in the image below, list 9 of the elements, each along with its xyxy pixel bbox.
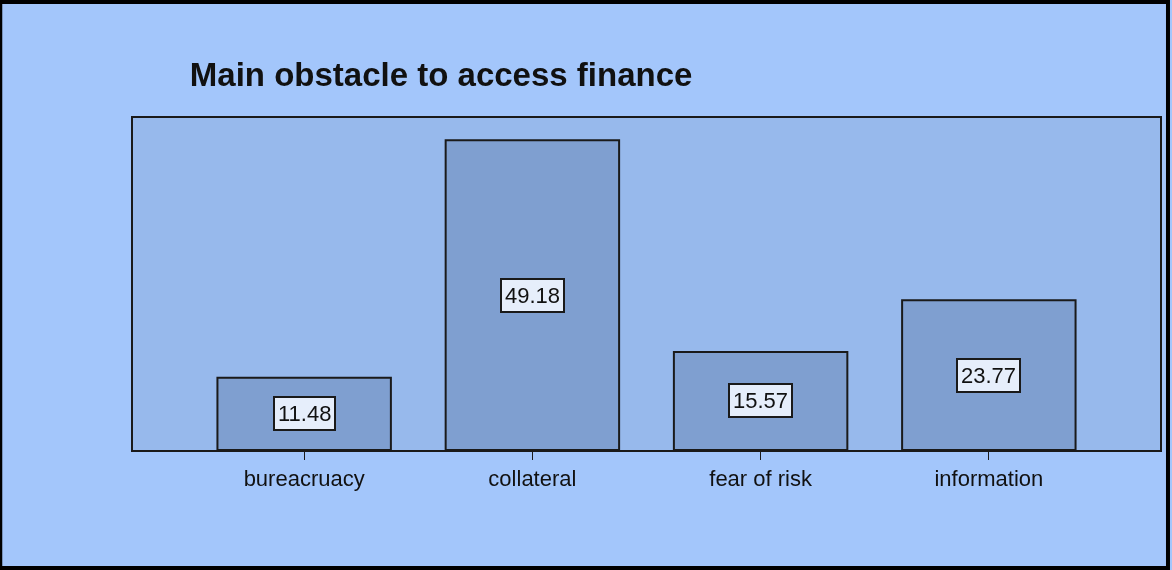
x-tick-label: bureacruacy xyxy=(243,466,365,492)
data-label: 49.18 xyxy=(505,283,561,308)
chart-title: Main obstacle to access finance xyxy=(189,55,693,93)
data-label: 11.48 xyxy=(278,401,332,426)
data-label: 15.57 xyxy=(733,388,789,413)
x-tick-label: fear of risk xyxy=(709,466,813,492)
data-label: 23.77 xyxy=(961,363,1017,388)
x-tick-label: information xyxy=(934,466,1044,492)
x-tick-label: collateral xyxy=(488,466,577,492)
